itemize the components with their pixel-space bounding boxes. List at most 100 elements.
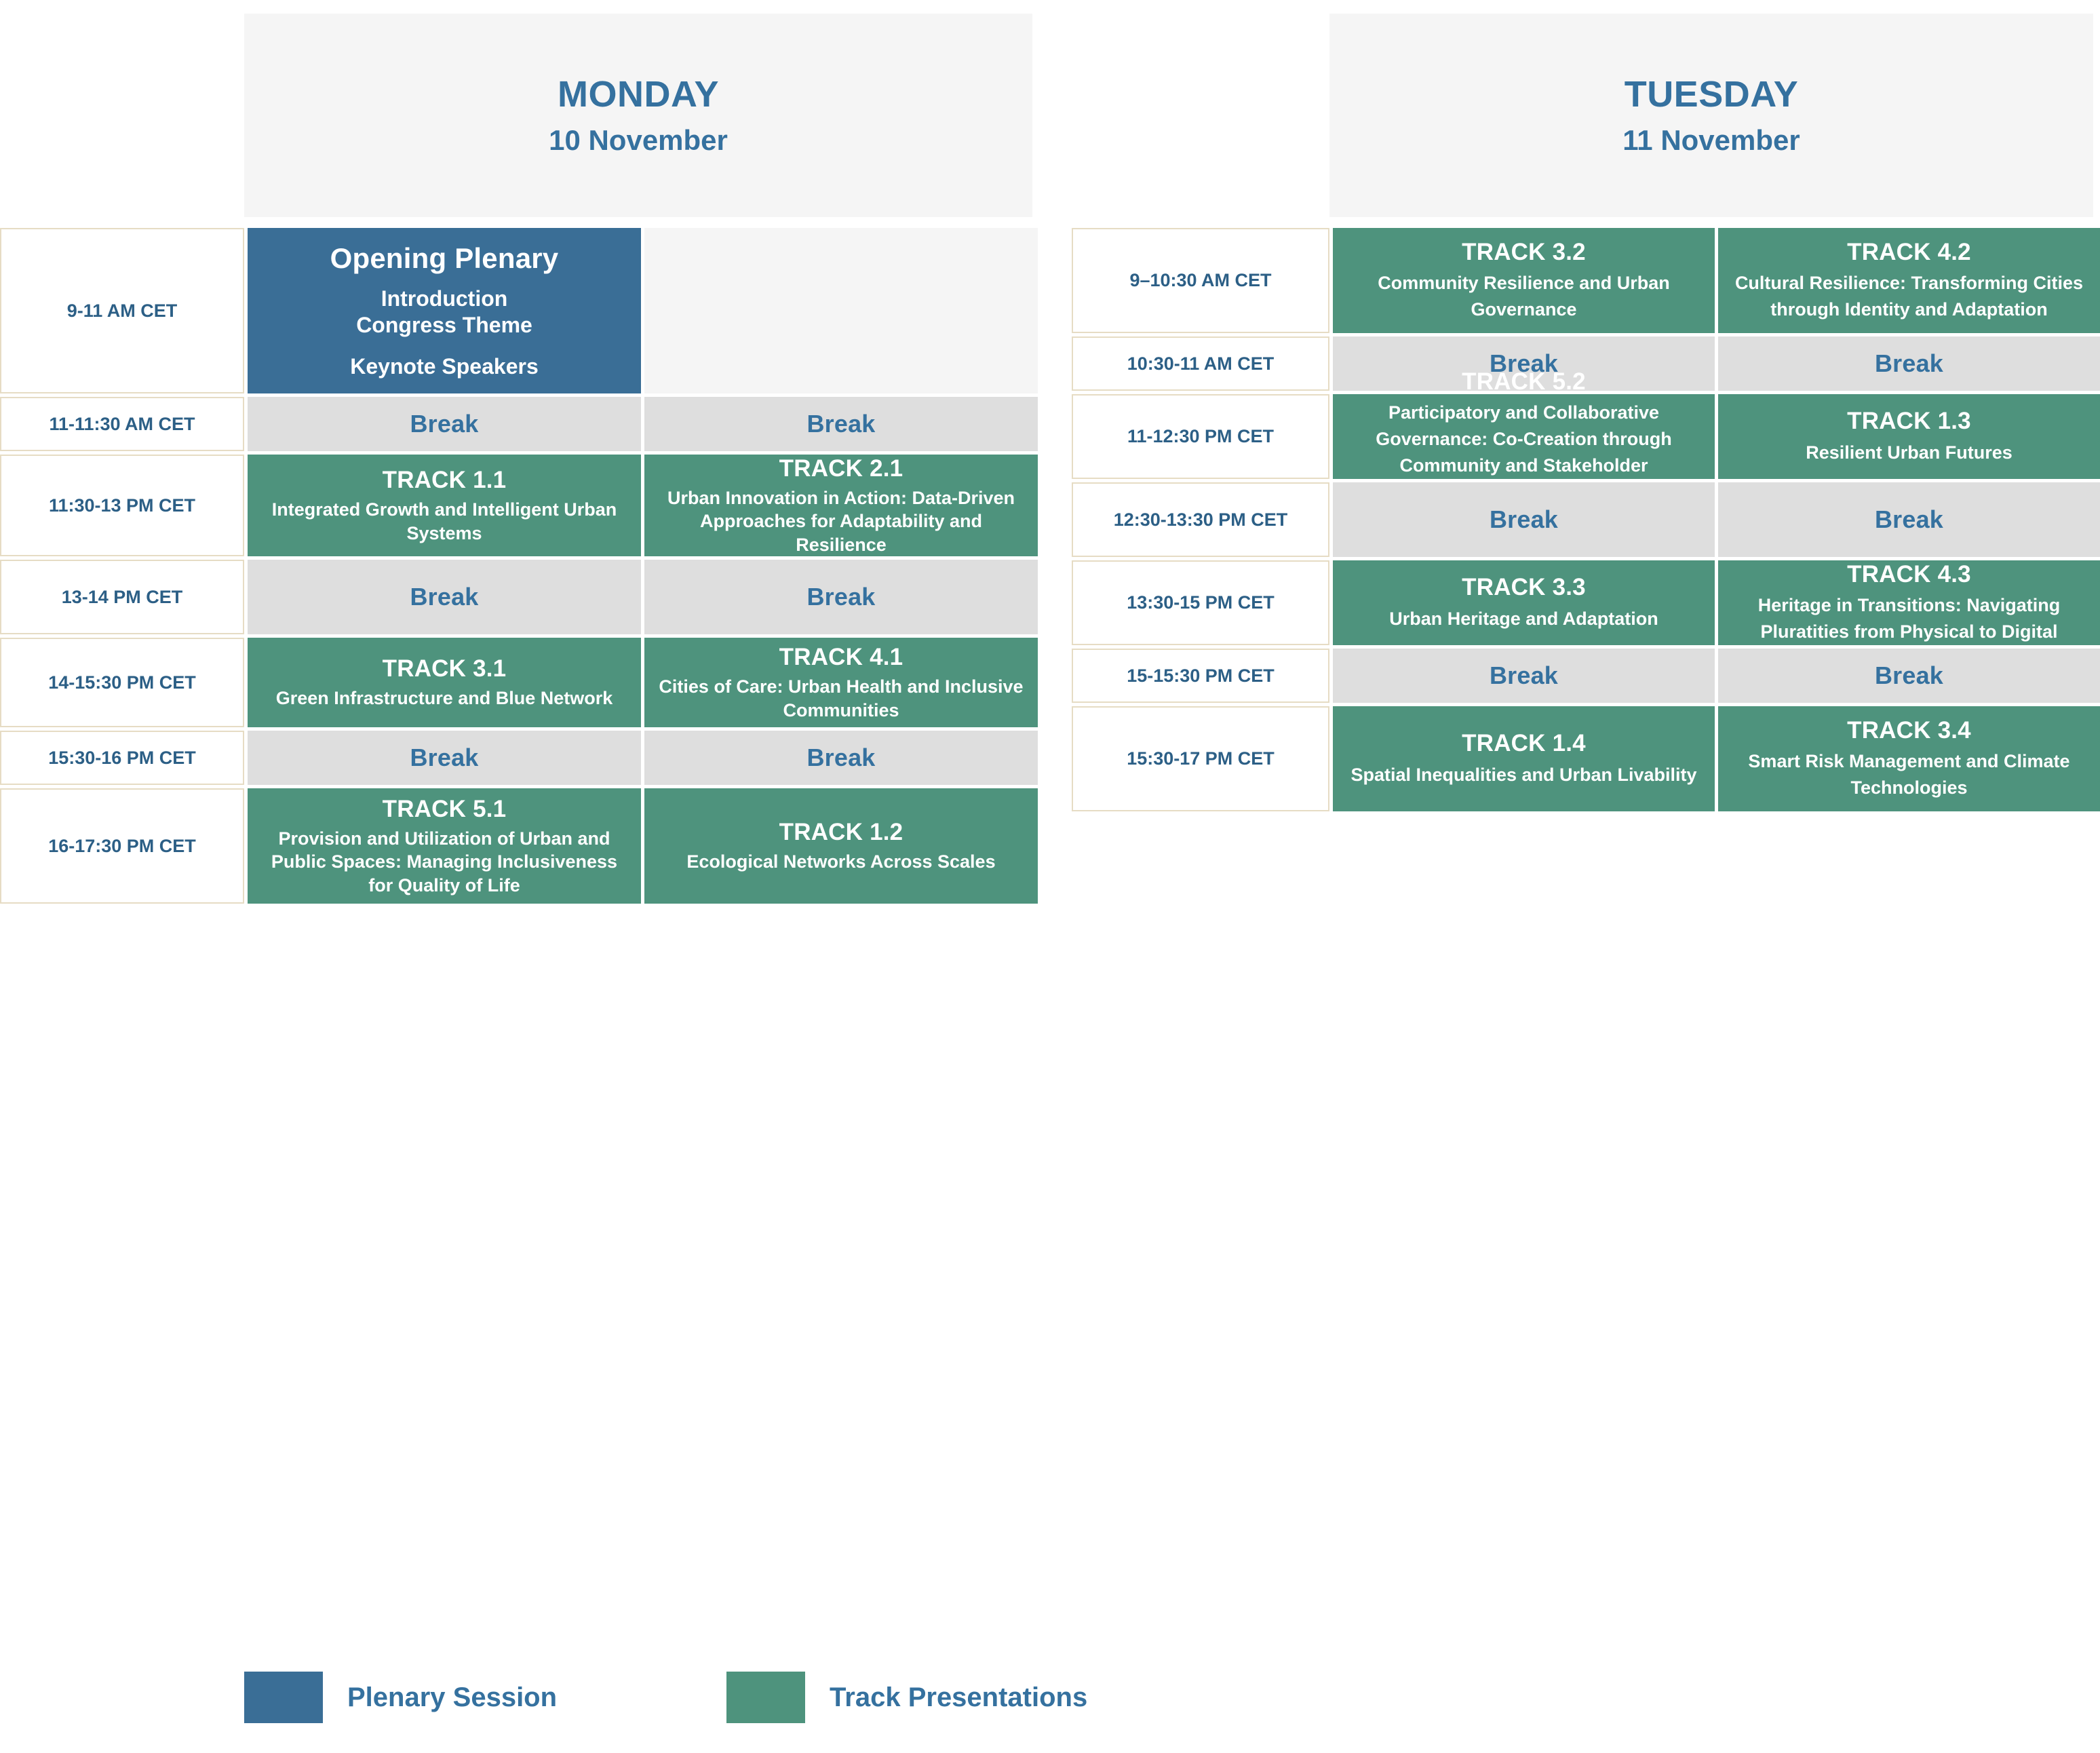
- break-cell[interactable]: Break: [1333, 649, 1715, 703]
- time-slot-label: 15:30-17 PM CET: [1072, 706, 1329, 811]
- schedule-row: 11-12:30 PM CET TRACK 5.2 Participatory an…: [1072, 368, 2100, 502]
- schedule-row: 11:30-13 PM CET TRACK 1.1 Integrated Growt…: [0, 455, 1038, 556]
- track-cell[interactable]: TRACK 4.1 Cities of Care: Urban Health an…: [644, 638, 1038, 727]
- schedule-row: 14-15:30 PM CET TRACK 3.1 Green Infrastruc…: [0, 638, 1038, 727]
- break-label: Break: [410, 582, 479, 611]
- track-cell[interactable]: TRACK 3.3 Urban Heritage and Adaptation: [1333, 560, 1715, 645]
- plenary-cell[interactable]: Opening Plenary Introduction Congress The…: [248, 228, 641, 393]
- plenary-subtitle: Introduction Congress Theme: [356, 286, 532, 338]
- track-subtitle: Cultural Resilience: Transforming Cities…: [1734, 273, 2084, 320]
- schedule-row: 13-14 PM CET Break Break: [0, 560, 1038, 634]
- day-header-tuesday: TUESDAY 11 November: [1329, 14, 2093, 217]
- break-label: Break: [1874, 349, 1944, 377]
- track-title: TRACK 3.2: [1462, 238, 1586, 265]
- track-title: TRACK 3.4: [1847, 716, 1971, 744]
- track-subtitle: Green Infrastructure and Blue Network: [275, 688, 613, 709]
- legend-swatch-plenary: [244, 1672, 323, 1723]
- track-title: TRACK 3.1: [382, 655, 507, 682]
- day-name-monday: MONDAY: [557, 74, 720, 115]
- break-cell[interactable]: Break: [644, 560, 1038, 634]
- track-subtitle: Ecological Networks Across Scales: [686, 851, 996, 872]
- legend: Plenary Session Track Presentations: [244, 1672, 1257, 1723]
- break-cell[interactable]: Break: [1718, 482, 2100, 557]
- legend-label: Track Presentations: [830, 1682, 1088, 1712]
- track-title: TRACK 5.2: [1462, 368, 1586, 395]
- track-title: TRACK 1.4: [1462, 730, 1586, 757]
- break-cell[interactable]: Break: [248, 560, 641, 634]
- track-cell[interactable]: TRACK 1.3 Resilient Urban Futures: [1718, 394, 2100, 479]
- break-cell[interactable]: Break: [644, 731, 1038, 785]
- time-slot-label: 14-15:30 PM CET: [0, 638, 244, 727]
- break-label: Break: [1489, 661, 1559, 689]
- track-subtitle: Smart Risk Management and Climate Techno…: [1748, 751, 2070, 798]
- track-cell[interactable]: TRACK 3.2 Community Resilience and Urban …: [1333, 228, 1715, 333]
- schedule-grid-tuesday: 9–10:30 AM CET TRACK 3.2 Community Resilie…: [1072, 228, 2100, 815]
- time-slot-label: 16-17:30 PM CET: [0, 788, 244, 904]
- track-cell[interactable]: TRACK 1.1 Integrated Growth and Intellige…: [248, 455, 641, 556]
- track-subtitle: Resilient Urban Futures: [1806, 442, 2012, 463]
- time-slot-label: 15:30-16 PM CET: [0, 731, 244, 785]
- time-slot-label: 9–10:30 AM CET: [1072, 228, 1329, 333]
- break-label: Break: [410, 743, 479, 771]
- break-cell[interactable]: Break: [1718, 336, 2100, 391]
- track-subtitle: Provision and Utilization of Urban and P…: [271, 828, 618, 895]
- break-label: Break: [1874, 505, 1944, 533]
- time-slot-label: 11-11:30 AM CET: [0, 397, 244, 451]
- track-cell[interactable]: TRACK 1.2 Ecological Networks Across Scal…: [644, 788, 1038, 904]
- track-subtitle: Integrated Growth and Intelligent Urban …: [271, 499, 617, 543]
- session-cell-empty: [644, 228, 1038, 393]
- track-cell[interactable]: TRACK 3.1 Green Infrastructure and Blue N…: [248, 638, 641, 727]
- schedule-row: 15-15:30 PM CET Break Break: [1072, 649, 2100, 703]
- track-subtitle: Cities of Care: Urban Health and Inclusi…: [659, 676, 1024, 720]
- schedule-row: 15:30-17 PM CET TRACK 1.4 Spatial Inequali…: [1072, 706, 2100, 811]
- schedule-row: 10:30-11 AM CET Break Break: [1072, 336, 2100, 391]
- plenary-title: Opening Plenary: [330, 242, 559, 274]
- break-label: Break: [806, 409, 876, 438]
- track-title: TRACK 4.2: [1847, 238, 1971, 265]
- break-cell[interactable]: Break: [1333, 482, 1715, 557]
- time-slot-label: 10:30-11 AM CET: [1072, 336, 1329, 391]
- legend-item-track: Track Presentations: [726, 1672, 1087, 1723]
- day-date-tuesday: 11 November: [1622, 123, 1800, 156]
- break-cell[interactable]: Break: [644, 397, 1038, 451]
- time-slot-label: 15-15:30 PM CET: [1072, 649, 1329, 703]
- legend-item-plenary: Plenary Session: [244, 1672, 557, 1723]
- break-cell[interactable]: Break: [248, 397, 641, 451]
- track-cell[interactable]: TRACK 4.3 Heritage in Transitions: Naviga…: [1718, 560, 2100, 645]
- schedule-row: 9-11 AM CET Opening Plenary Introduction C…: [0, 228, 1038, 393]
- schedule-grid-monday: 9-11 AM CET Opening Plenary Introduction C…: [0, 228, 1038, 907]
- break-cell[interactable]: Break: [1718, 649, 2100, 703]
- time-slot-label: 9-11 AM CET: [0, 228, 244, 393]
- track-cell[interactable]: TRACK 2.1 Urban Innovation in Action: Dat…: [644, 455, 1038, 556]
- time-slot-label: 11-12:30 PM CET: [1072, 394, 1329, 479]
- track-title: TRACK 1.3: [1847, 408, 1971, 435]
- day-name-tuesday: TUESDAY: [1624, 74, 1799, 115]
- track-title: TRACK 5.1: [382, 795, 507, 822]
- time-slot-label: 13-14 PM CET: [0, 560, 244, 634]
- time-slot-label: 12:30-13:30 PM CET: [1072, 482, 1329, 557]
- track-cell[interactable]: TRACK 4.2 Cultural Resilience: Transformi…: [1718, 228, 2100, 333]
- break-label: Break: [806, 582, 876, 611]
- schedule-row: 12:30-13:30 PM CET Break Break: [1072, 482, 2100, 557]
- plenary-subtitle: Keynote Speakers: [350, 354, 539, 379]
- break-cell[interactable]: Break: [248, 731, 641, 785]
- break-label: Break: [1489, 505, 1559, 533]
- legend-swatch-track: [726, 1672, 806, 1723]
- day-date-monday: 10 November: [549, 123, 728, 156]
- break-label: Break: [806, 743, 876, 771]
- track-subtitle: Urban Innovation in Action: Data-Driven …: [667, 487, 1015, 555]
- track-cell[interactable]: TRACK 3.4 Smart Risk Management and Clima…: [1718, 706, 2100, 811]
- break-label: Break: [410, 409, 479, 438]
- track-subtitle: Heritage in Transitions: Navigating Plur…: [1757, 595, 2061, 642]
- day-header-monday: MONDAY 10 November: [244, 14, 1032, 217]
- track-title: TRACK 1.2: [779, 819, 903, 846]
- track-subtitle: Community Resilience and Urban Governanc…: [1378, 273, 1670, 320]
- break-label: Break: [1489, 349, 1559, 377]
- track-cell[interactable]: TRACK 1.4 Spatial Inequalities and Urban …: [1333, 706, 1715, 811]
- schedule-row: 9–10:30 AM CET TRACK 3.2 Community Resilie…: [1072, 228, 2100, 333]
- track-subtitle: Spatial Inequalities and Urban Livabilit…: [1350, 764, 1697, 785]
- track-cell[interactable]: TRACK 5.2 Participatory and Collaborative…: [1333, 368, 1715, 502]
- track-cell[interactable]: TRACK 5.1 Provision and Utilization of Ur…: [248, 788, 641, 904]
- break-cell[interactable]: Break: [1333, 336, 1715, 391]
